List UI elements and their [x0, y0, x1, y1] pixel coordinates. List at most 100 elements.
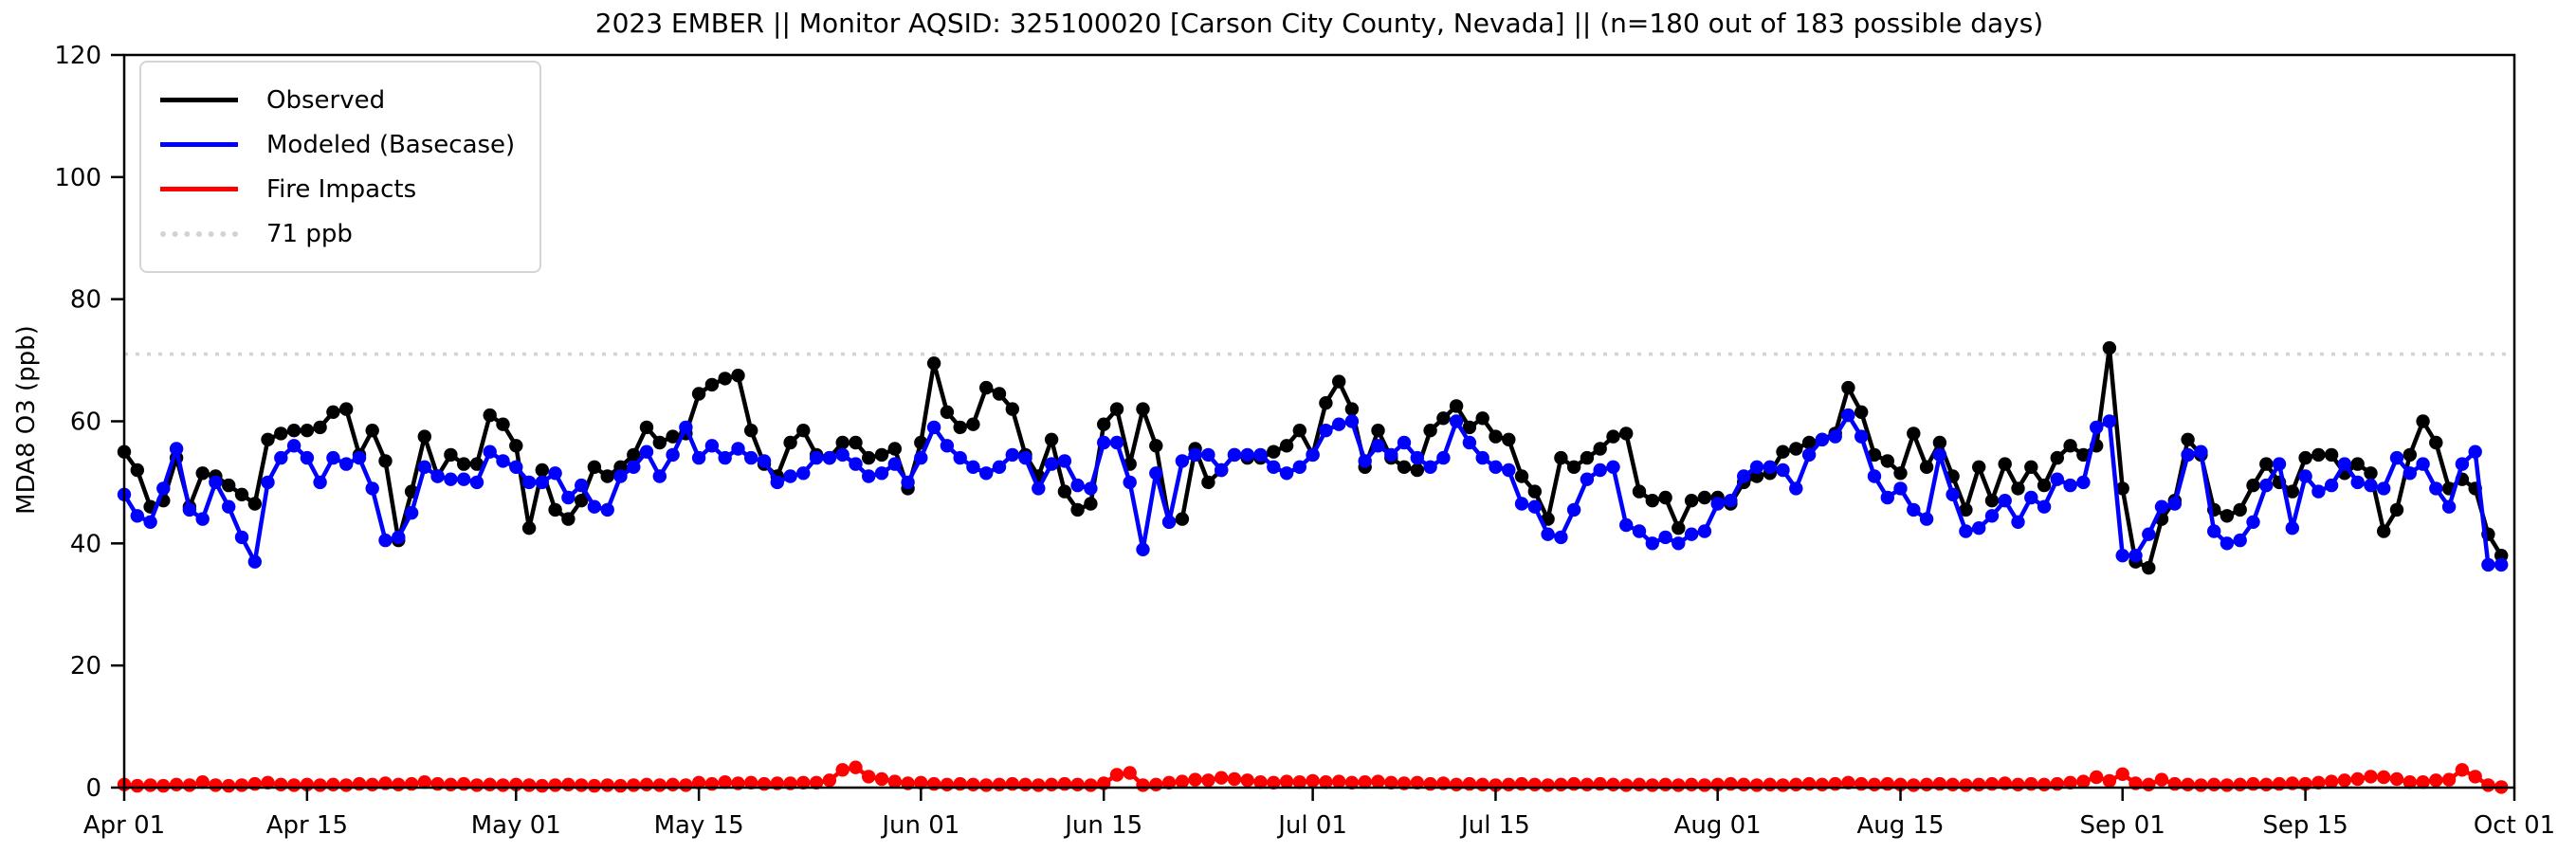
- modeled-series-marker: [1527, 499, 1543, 514]
- fire-impacts-series-marker: [2011, 777, 2025, 791]
- observed-series-marker: [587, 460, 602, 474]
- modeled-series-marker: [1358, 454, 1372, 468]
- modeled-series-marker: [809, 450, 824, 465]
- observed-series-marker: [2246, 478, 2260, 493]
- modeled-series-marker: [1109, 435, 1124, 450]
- modeled-series-marker: [731, 442, 745, 456]
- observed-series-marker: [1893, 466, 1908, 481]
- modeled-series-marker: [1946, 487, 1960, 501]
- modeled-series-marker: [992, 460, 1007, 474]
- observed-series-marker: [718, 372, 732, 386]
- observed-series-marker: [2037, 478, 2052, 493]
- fire-impacts-series-marker: [1815, 777, 1830, 791]
- modeled-series-marker: [1815, 432, 1830, 446]
- fire-impacts-series-marker: [2455, 763, 2470, 777]
- y-tick-label: 100: [54, 164, 101, 192]
- fire-impacts-series-marker: [2402, 775, 2417, 789]
- fire-impacts-series-marker: [143, 778, 157, 792]
- modeled-series-marker: [1867, 469, 1882, 483]
- fire-impacts-series-marker: [822, 773, 837, 788]
- observed-series-marker: [313, 420, 327, 435]
- modeled-series-marker: [1828, 429, 1842, 444]
- observed-series-marker: [1932, 435, 1947, 450]
- modeled-series-marker: [2011, 515, 2025, 529]
- fire-impacts-series-marker: [1032, 778, 1046, 792]
- fire-impacts-series-marker: [313, 778, 327, 792]
- modeled-series-marker: [1776, 463, 1790, 478]
- fire-impacts-series-marker: [835, 763, 850, 777]
- modeled-series-marker: [1972, 521, 1986, 535]
- fire-impacts-series-marker: [2142, 777, 2156, 791]
- observed-series-marker: [2389, 502, 2404, 517]
- modeled-series-marker: [2337, 457, 2352, 471]
- modeled-series-marker: [2207, 524, 2221, 538]
- fire-impacts-series-marker: [1136, 778, 1150, 792]
- observed-series-marker: [2259, 457, 2274, 471]
- fire-impacts-series-marker: [718, 775, 732, 789]
- modeled-series-marker: [691, 450, 706, 465]
- modeled-series-marker: [926, 420, 941, 435]
- fire-impacts-series-marker: [2337, 773, 2352, 788]
- modeled-series-marker: [1410, 450, 1425, 465]
- modeled-series-marker: [2076, 475, 2091, 490]
- x-tick-label: Jul 15: [1459, 811, 1530, 840]
- modeled-series-marker: [2455, 457, 2470, 471]
- modeled-series-marker: [1227, 447, 1242, 463]
- modeled-series-marker: [2468, 445, 2482, 459]
- fire-impacts-series-marker: [2037, 777, 2052, 791]
- observed-series-marker: [1632, 484, 1647, 499]
- observed-series-marker: [1566, 460, 1581, 474]
- observed-series-marker: [1554, 450, 1568, 465]
- modeled-series-marker: [1475, 450, 1489, 465]
- modeled-series-marker: [222, 499, 236, 514]
- observed-series-marker: [2416, 414, 2430, 428]
- fire-impacts-series-marker: [1410, 775, 1425, 789]
- modeled-series-marker: [862, 469, 876, 483]
- observed-series-marker: [979, 380, 994, 395]
- modeled-series-marker: [1489, 460, 1503, 474]
- fire-impacts-series-marker: [796, 775, 811, 789]
- observed-series-marker: [1919, 460, 1934, 474]
- fire-impacts-series-marker: [1867, 777, 1882, 791]
- modeled-series-marker: [2481, 557, 2495, 572]
- observed-series-marker: [1527, 484, 1543, 499]
- modeled-series-marker: [1566, 502, 1581, 517]
- modeled-series-marker: [2272, 457, 2287, 471]
- observed-series-marker: [1907, 426, 1921, 441]
- fire-impacts-series-marker: [849, 760, 863, 774]
- observed-series-marker: [509, 439, 523, 453]
- observed-series-marker: [1684, 494, 1699, 508]
- modeled-line-swatch: [160, 142, 238, 147]
- modeled-series-marker: [2220, 536, 2235, 551]
- modeled-series-marker: [2259, 478, 2274, 493]
- modeled-series-marker: [2181, 447, 2195, 463]
- x-tick-label: Oct 01: [2474, 811, 2555, 840]
- modeled-series-marker: [770, 475, 784, 490]
- modeled-series-marker: [575, 478, 589, 493]
- fire-impacts-series-marker: [809, 775, 824, 789]
- modeled-series-marker: [757, 454, 772, 468]
- legend-item-observed: Observed: [160, 78, 515, 122]
- observed-series-marker: [849, 435, 863, 450]
- observed-series-marker: [2377, 524, 2391, 538]
- fire-impacts-series-marker: [1959, 778, 1973, 792]
- modeled-series-marker: [587, 499, 602, 514]
- observed-series-marker: [1854, 405, 1869, 419]
- y-tick-label: 60: [70, 408, 101, 437]
- observed-series-marker: [926, 356, 941, 371]
- fire-impacts-series-marker: [2429, 773, 2443, 788]
- modeled-series-marker: [417, 460, 431, 474]
- modeled-series-marker: [404, 505, 419, 520]
- fire-impacts-series-marker: [1749, 778, 1764, 792]
- fire-impacts-series-marker: [1344, 775, 1360, 789]
- observed-series-marker: [1267, 445, 1281, 459]
- modeled-series-marker: [2090, 420, 2104, 435]
- modeled-series: [117, 408, 2509, 572]
- modeled-series-marker: [182, 502, 197, 517]
- fire-impacts-series-marker: [417, 775, 431, 789]
- modeled-series-marker: [2142, 527, 2156, 541]
- observed-series-marker: [1502, 432, 1516, 446]
- modeled-series-marker: [2037, 499, 2052, 514]
- modeled-series-marker: [483, 445, 497, 459]
- fire-impacts-series-marker: [130, 778, 144, 793]
